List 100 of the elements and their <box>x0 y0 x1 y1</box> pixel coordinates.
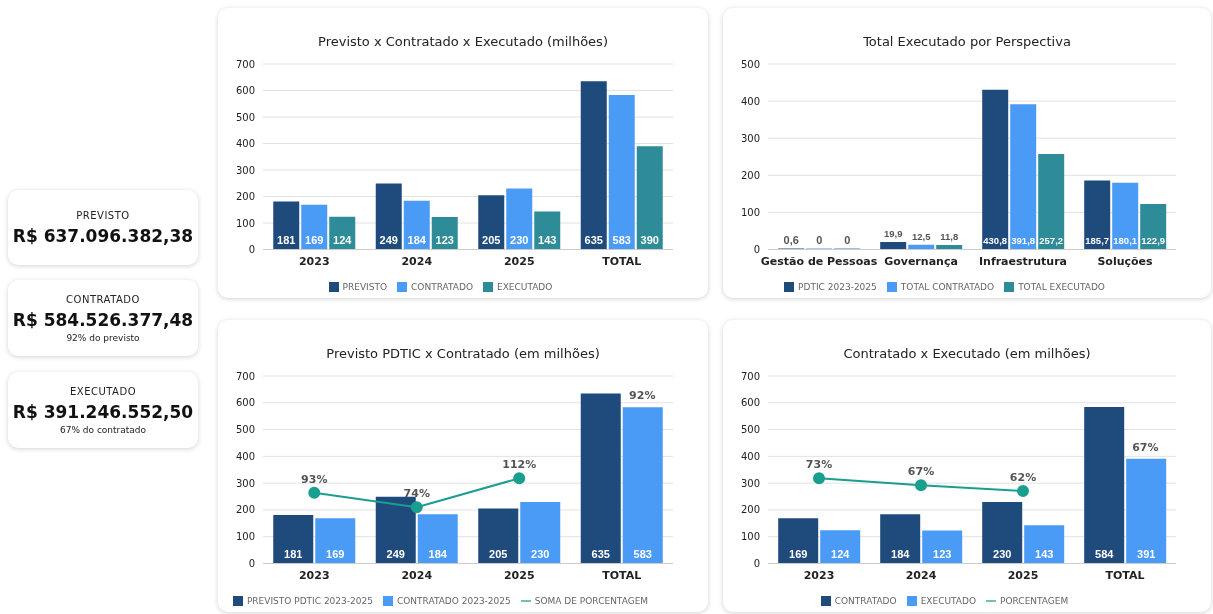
y-tick-label: 100 <box>235 217 255 229</box>
y-tick-label: 400 <box>235 450 255 462</box>
y-tick-label: 0 <box>248 244 255 256</box>
legend-label: CONTRATADO <box>411 281 473 292</box>
text: R$ 584.526.377,48 <box>12 309 194 330</box>
y-tick-label: 500 <box>235 111 255 123</box>
data-label: 181 <box>277 233 296 246</box>
x-tick-label: 2024 <box>401 255 433 269</box>
y-tick-label: 400 <box>740 95 760 107</box>
data-label: 0 <box>844 233 851 246</box>
y-tick-label: 600 <box>235 85 255 97</box>
y-tick-label: 0 <box>248 558 255 570</box>
data-label: 0 <box>816 233 823 246</box>
y-tick-label: 700 <box>235 370 255 382</box>
data-label: 205 <box>482 233 501 246</box>
chart-title: Previsto x Contratado x Executado (milhões) <box>317 34 609 51</box>
y-tick-label: 700 <box>740 370 760 382</box>
x-tick-label: 2023 <box>298 255 330 269</box>
data-label: 112% <box>502 458 537 472</box>
data-label: 11,8 <box>940 231 959 243</box>
data-label: 12,5 <box>911 230 932 242</box>
legend-label: EXECUTADO <box>497 281 553 292</box>
data-label: 230 <box>531 547 550 560</box>
legend-label: PREVISTO PDTIC 2023-2025 <box>246 595 373 606</box>
x-tick-label: Soluções <box>1097 255 1154 269</box>
data-label: 205 <box>489 547 508 560</box>
data-label: 169 <box>326 547 345 560</box>
legend-label: TOTAL CONTRATADO <box>900 281 995 292</box>
data-label: 123 <box>435 233 454 246</box>
data-label: 73% <box>805 458 833 472</box>
legend-label: PORCENTAGEM <box>1000 595 1069 606</box>
x-tick-label: TOTAL <box>1105 569 1145 583</box>
data-label: 184 <box>428 547 448 560</box>
y-tick-label: 600 <box>740 397 760 409</box>
y-tick-label: 300 <box>740 132 760 144</box>
text: 67% do contratado <box>59 424 147 435</box>
chart-title: Contratado x Executado (em milhões) <box>842 346 1092 363</box>
y-tick-label: 200 <box>740 169 760 181</box>
data-label: 391 <box>1137 547 1156 560</box>
data-label: 391,8 <box>1011 234 1036 246</box>
x-tick-label: 2024 <box>905 569 937 583</box>
data-label: 249 <box>379 233 398 246</box>
data-label: 62% <box>1009 471 1037 485</box>
y-tick-label: 100 <box>235 531 255 543</box>
text: CONTRATADO <box>66 293 140 305</box>
x-tick-label: 2023 <box>298 569 330 583</box>
y-tick-label: 500 <box>235 424 255 436</box>
data-label: 122,9 <box>1141 234 1166 246</box>
data-label: 583 <box>633 547 652 560</box>
data-label: 143 <box>538 233 557 246</box>
y-tick-label: 100 <box>740 206 760 218</box>
x-tick-label: Infraestrutura <box>978 255 1068 269</box>
text: PREVISTO <box>76 209 130 221</box>
x-tick-label: 2025 <box>503 569 535 583</box>
data-label: 185,7 <box>1085 234 1110 246</box>
y-tick-label: 0 <box>753 244 760 256</box>
annotation: 67% <box>1132 440 1159 454</box>
x-tick-label: Governança <box>884 255 958 269</box>
y-tick-label: 200 <box>740 504 760 516</box>
y-tick-label: 200 <box>235 191 255 203</box>
y-tick-label: 200 <box>235 504 255 516</box>
annotation: 92% <box>629 389 656 403</box>
chart-title: Previsto PDTIC x Contratado (em milhões) <box>325 346 601 363</box>
y-tick-label: 0 <box>753 558 760 570</box>
x-tick-label: TOTAL <box>602 255 642 269</box>
text: 92% do previsto <box>66 332 140 343</box>
data-label: 169 <box>305 233 324 246</box>
data-label: 180,1 <box>1113 234 1138 246</box>
data-label: 635 <box>584 233 603 246</box>
x-tick-label: 2025 <box>503 255 535 269</box>
data-label: 123 <box>933 547 952 560</box>
x-tick-label: TOTAL <box>602 569 642 583</box>
data-label: 430,8 <box>983 234 1008 246</box>
legend-label: PDTIC 2023-2025 <box>798 281 877 292</box>
data-label: 257,2 <box>1039 234 1064 246</box>
y-tick-label: 300 <box>235 164 255 176</box>
data-label: 169 <box>789 547 808 560</box>
data-label: 584 <box>1095 547 1115 560</box>
text: R$ 637.096.382,38 <box>12 225 194 246</box>
legend-label: TOTAL EXECUTADO <box>1018 281 1105 292</box>
legend-label: EXECUTADO <box>920 595 977 606</box>
x-tick-label: 2023 <box>803 569 835 583</box>
legend-label: PREVISTO <box>342 281 388 292</box>
data-label: 0,6 <box>783 233 799 246</box>
data-label: 181 <box>284 547 303 560</box>
chart-title: Total Executado por Perspectiva <box>862 34 1072 51</box>
text: EXECUTADO <box>69 385 137 397</box>
y-tick-label: 100 <box>740 531 760 543</box>
data-label: 124 <box>333 233 353 246</box>
data-label: 74% <box>403 487 430 501</box>
legend-label: CONTRATADO 2023-2025 <box>396 595 511 606</box>
x-tick-label: 2024 <box>401 569 433 583</box>
y-tick-label: 700 <box>235 58 255 70</box>
y-tick-label: 400 <box>740 450 760 462</box>
y-tick-label: 300 <box>235 477 255 489</box>
y-tick-label: 500 <box>740 58 760 70</box>
y-tick-label: 600 <box>235 397 255 409</box>
data-label: 184 <box>891 547 911 560</box>
data-label: 390 <box>640 233 659 246</box>
data-label: 67% <box>907 465 935 479</box>
